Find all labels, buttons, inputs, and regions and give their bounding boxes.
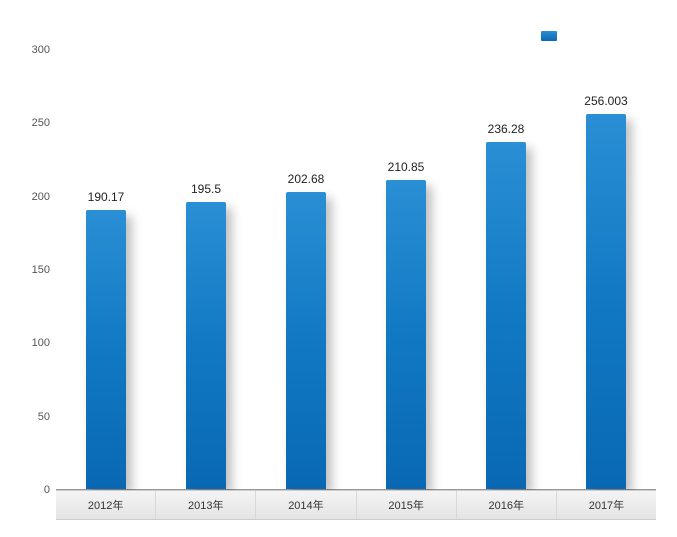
x-tick-label: 2012年 bbox=[56, 491, 156, 519]
bar-value-label: 190.17 bbox=[88, 190, 125, 204]
bar: 210.85 bbox=[386, 180, 426, 489]
y-tick-label: 200 bbox=[16, 191, 50, 203]
legend bbox=[541, 28, 557, 46]
bar-value-label: 210.85 bbox=[388, 160, 425, 174]
plot-area: 190.17195.5202.68210.85236.28256.003 050… bbox=[56, 50, 656, 490]
x-axis: 2012年2013年2014年2015年2016年2017年 bbox=[56, 490, 656, 520]
bar: 202.68 bbox=[286, 192, 326, 489]
x-tick-label: 2014年 bbox=[256, 491, 356, 519]
bar-value-label: 236.28 bbox=[488, 122, 525, 136]
x-tick-label: 2013年 bbox=[156, 491, 256, 519]
bar-slot: 210.85 bbox=[356, 50, 456, 489]
bar: 256.003 bbox=[586, 114, 626, 489]
bar: 190.17 bbox=[86, 210, 126, 489]
chart-container: 190.17 195.5 202.68 210.85 236.28 256.003 0 50… bbox=[0, 0, 677, 537]
y-tick-label: 250 bbox=[16, 117, 50, 129]
bar-value-label: 202.68 bbox=[288, 172, 325, 186]
y-tick-label: 0 bbox=[16, 484, 50, 496]
bars-row: 190.17 195.5 202.68 210.85 236.28 256.003 bbox=[56, 50, 656, 489]
y-tick-label: 50 bbox=[16, 411, 50, 423]
bar: 195.5 bbox=[186, 202, 226, 489]
bar-value-label: 195.5 bbox=[191, 182, 221, 196]
bar-slot: 256.003 bbox=[556, 50, 656, 489]
x-tick-label: 2016年 bbox=[457, 491, 557, 519]
y-tick-label: 150 bbox=[16, 264, 50, 276]
legend-swatch bbox=[541, 31, 557, 41]
x-tick-label: 2015年 bbox=[357, 491, 457, 519]
bar-value-label: 256.003 bbox=[584, 94, 627, 108]
bar-slot: 190.17 bbox=[56, 50, 156, 489]
bar: 236.28 bbox=[486, 142, 526, 489]
bar-slot: 202.68 bbox=[256, 50, 356, 489]
y-tick-label: 100 bbox=[16, 337, 50, 349]
y-tick-label: 300 bbox=[16, 44, 50, 56]
bar-slot: 236.28 bbox=[456, 50, 556, 489]
bar-slot: 195.5 bbox=[156, 50, 256, 489]
x-tick-label: 2017年 bbox=[557, 491, 656, 519]
